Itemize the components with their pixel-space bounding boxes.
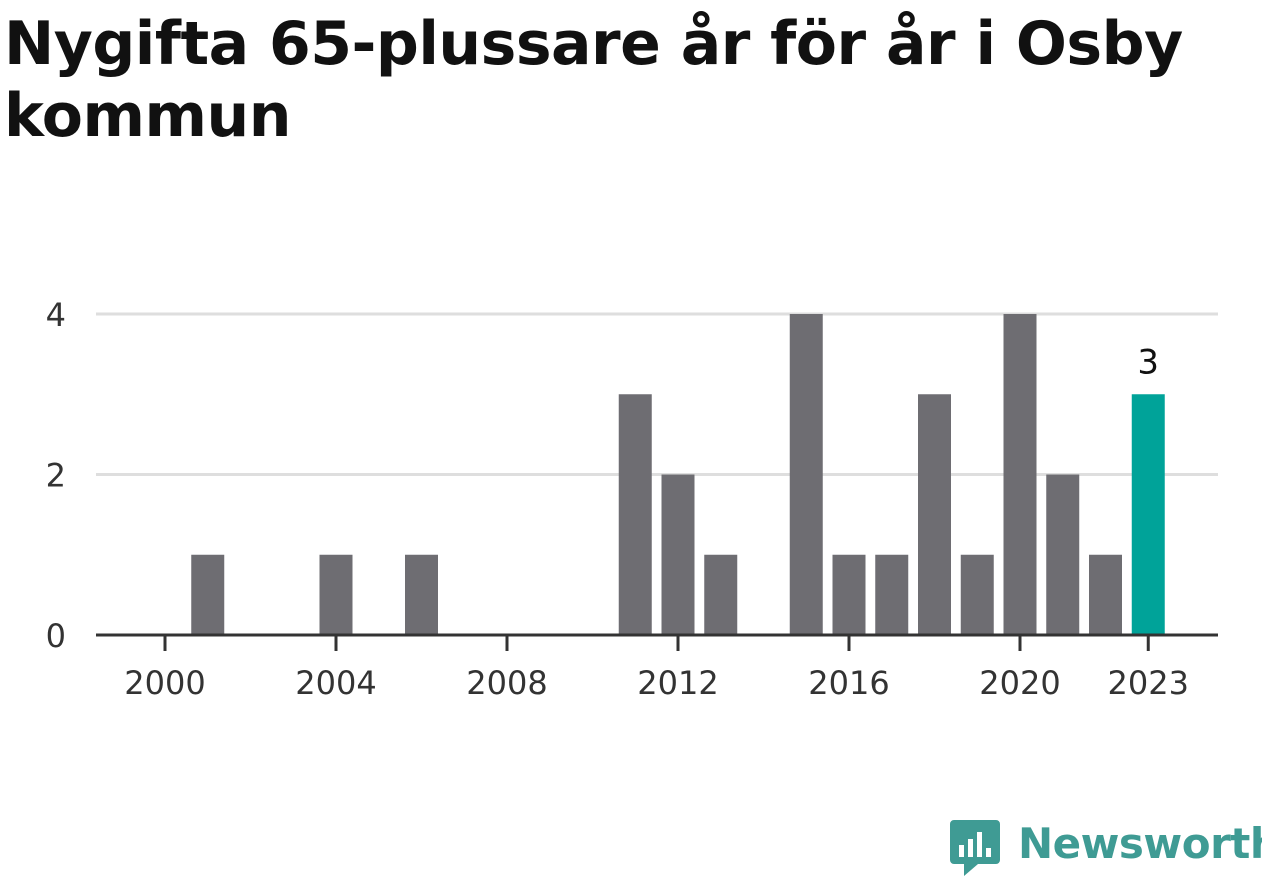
axes: [96, 633, 1218, 651]
newsworthy-logo[interactable]: Newsworthy: [950, 818, 1262, 878]
bar-2012: [661, 474, 695, 635]
bar-2006: [405, 554, 438, 635]
bar-2013: [704, 554, 738, 635]
x-tick-label-2020: 2020: [979, 664, 1060, 702]
x-tick-label-2000: 2000: [124, 664, 205, 702]
x-tick-label-2016: 2016: [808, 664, 889, 702]
x-tick-label-2008: 2008: [466, 664, 547, 702]
bar-2001: [191, 554, 225, 635]
bar-2019: [960, 554, 994, 635]
x-tick-label-2023: 2023: [1108, 664, 1189, 702]
bar-2023: [1131, 394, 1165, 635]
grid-lines: [96, 312, 1218, 476]
brand-name: Newsworthy: [1018, 819, 1262, 868]
bar-2020: [1003, 314, 1037, 635]
bar-2022: [1089, 554, 1122, 635]
newsworthy-logo-icon: [950, 820, 1000, 876]
bar-2015: [789, 314, 823, 635]
bar-2016: [832, 554, 866, 635]
chart-title: Nygifta 65-plussare år för år i Osby kom…: [4, 9, 1183, 151]
x-tick-label-2012: 2012: [637, 664, 718, 702]
y-tick-label-0: 0: [46, 617, 66, 655]
bar-2011: [618, 394, 652, 635]
bar-2018: [918, 394, 951, 635]
bar-2021: [1046, 474, 1080, 635]
bar-2004: [319, 554, 353, 635]
y-tick-label-4: 4: [46, 296, 66, 334]
y-tick-label-2: 2: [46, 457, 66, 495]
bars: [191, 314, 1165, 635]
labels: 0 2 4 2000 2004 2008 2012 2016 2020 2023 3: [46, 296, 1189, 702]
x-tick-label-2004: 2004: [295, 664, 376, 702]
bar-2017: [875, 554, 909, 635]
data-label-2023: 3: [1137, 342, 1159, 382]
